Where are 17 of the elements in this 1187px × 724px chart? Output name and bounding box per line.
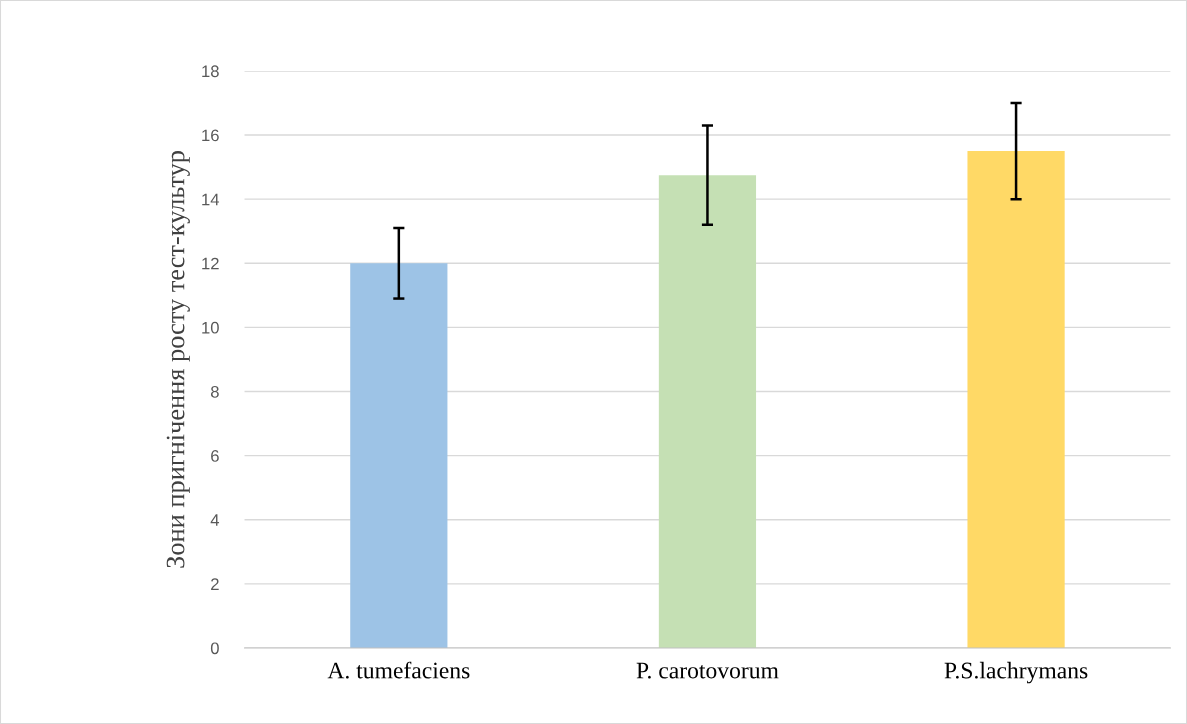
bar (350, 263, 448, 648)
y-tick-label: 18 (202, 65, 219, 78)
y-tick-label: 4 (210, 514, 220, 526)
y-axis-title: Зони пригнічення росту тест-культур (166, 151, 190, 568)
x-tick-label: P. carotovorum (636, 662, 779, 679)
x-tick-label: A. tumefaciens (327, 661, 470, 679)
bar (967, 151, 1065, 648)
y-tick-label: 10 (202, 321, 219, 334)
y-tick-label: 2 (211, 578, 219, 590)
y-tick-label: 14 (202, 193, 220, 206)
y-tick-label: 12 (202, 257, 219, 270)
y-tick-label: 16 (202, 129, 219, 142)
y-tick-label: 0 (210, 642, 219, 655)
bar (658, 175, 757, 648)
y-tick-label: 6 (211, 450, 219, 462)
y-tick-label: 8 (210, 385, 219, 398)
x-tick-label: P.S.lachrymans (944, 661, 1088, 684)
